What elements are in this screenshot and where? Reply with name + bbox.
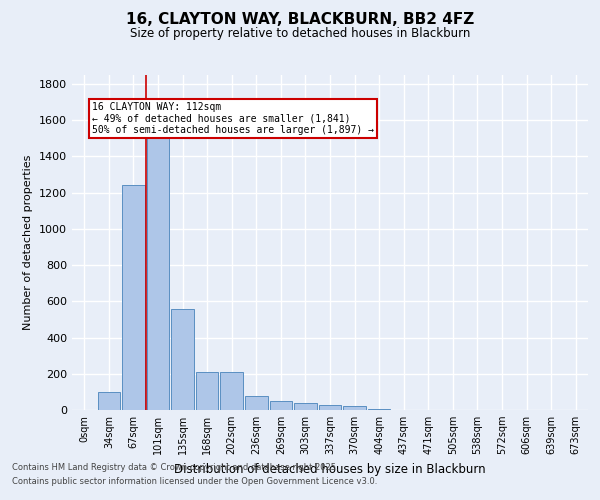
Bar <box>171 308 194 410</box>
X-axis label: Distribution of detached houses by size in Blackburn: Distribution of detached houses by size … <box>174 462 486 475</box>
Bar <box>122 186 145 410</box>
Text: Size of property relative to detached houses in Blackburn: Size of property relative to detached ho… <box>130 28 470 40</box>
Bar <box>98 392 120 410</box>
Text: Contains public sector information licensed under the Open Government Licence v3: Contains public sector information licen… <box>12 477 377 486</box>
Y-axis label: Number of detached properties: Number of detached properties <box>23 155 34 330</box>
Text: Contains HM Land Registry data © Crown copyright and database right 2025.: Contains HM Land Registry data © Crown c… <box>12 464 338 472</box>
Text: 16, CLAYTON WAY, BLACKBURN, BB2 4FZ: 16, CLAYTON WAY, BLACKBURN, BB2 4FZ <box>126 12 474 28</box>
Bar <box>343 406 366 410</box>
Bar <box>245 396 268 410</box>
Bar <box>146 136 169 410</box>
Bar <box>319 404 341 410</box>
Bar <box>196 372 218 410</box>
Text: 16 CLAYTON WAY: 112sqm
← 49% of detached houses are smaller (1,841)
50% of semi-: 16 CLAYTON WAY: 112sqm ← 49% of detached… <box>92 102 374 136</box>
Bar <box>269 401 292 410</box>
Bar <box>294 403 317 410</box>
Bar <box>368 409 391 410</box>
Bar <box>220 372 243 410</box>
